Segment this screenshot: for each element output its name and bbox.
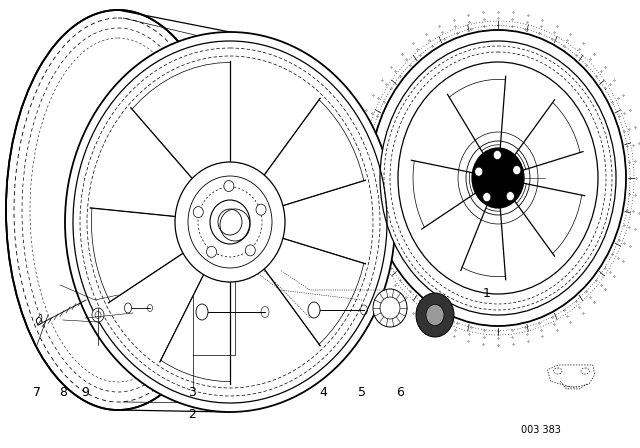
Text: 6: 6 — [396, 385, 404, 399]
Text: 1: 1 — [483, 287, 490, 300]
Text: 5: 5 — [358, 385, 365, 399]
Ellipse shape — [207, 246, 216, 257]
Ellipse shape — [513, 166, 521, 175]
Text: 9: 9 — [81, 385, 89, 399]
Ellipse shape — [245, 245, 255, 256]
Ellipse shape — [218, 209, 242, 235]
Ellipse shape — [416, 293, 454, 337]
Ellipse shape — [380, 41, 616, 315]
Ellipse shape — [193, 207, 204, 218]
Ellipse shape — [308, 302, 320, 318]
Ellipse shape — [224, 181, 234, 192]
Text: 4: 4 — [319, 385, 327, 399]
Text: 2: 2 — [188, 408, 196, 421]
Ellipse shape — [175, 162, 285, 282]
Ellipse shape — [493, 151, 501, 159]
Text: 003 383: 003 383 — [521, 425, 561, 435]
Ellipse shape — [483, 193, 491, 202]
Ellipse shape — [92, 308, 104, 322]
Ellipse shape — [6, 10, 230, 410]
Ellipse shape — [506, 192, 515, 201]
Ellipse shape — [475, 167, 483, 176]
Polygon shape — [36, 314, 42, 325]
Ellipse shape — [196, 304, 208, 320]
Ellipse shape — [398, 62, 598, 294]
Ellipse shape — [370, 30, 626, 326]
Ellipse shape — [426, 305, 444, 326]
Ellipse shape — [65, 32, 395, 412]
Text: 8: 8 — [59, 385, 67, 399]
Ellipse shape — [125, 303, 131, 313]
Text: 3: 3 — [188, 385, 196, 399]
Ellipse shape — [256, 204, 266, 215]
Text: 7: 7 — [33, 385, 41, 399]
Ellipse shape — [472, 148, 524, 208]
Ellipse shape — [210, 200, 250, 244]
Ellipse shape — [380, 297, 400, 319]
Ellipse shape — [373, 289, 407, 327]
